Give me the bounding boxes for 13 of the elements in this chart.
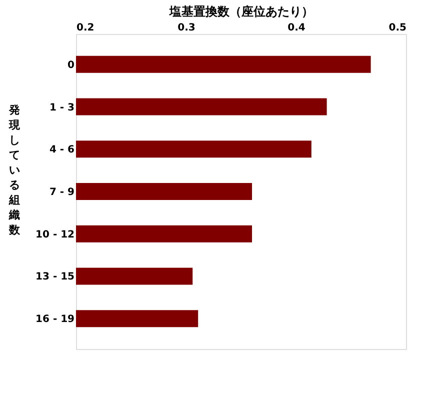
y-tick-label: 0 [68,60,75,71]
y-tick-label: 7 - 9 [49,187,75,198]
x-tick-label: 0.3 [178,22,196,34]
y-tick-label: 1 - 3 [49,102,75,114]
y-tick-label: 4 - 6 [49,144,75,156]
y-tick-label: 16 - 19 [36,314,75,326]
y-tick-label: 13 - 15 [36,272,75,283]
x-tick-label: 0.5 [388,22,407,34]
x-tick-label: 0.4 [288,22,306,34]
y-tick-label: 10 - 12 [36,229,75,240]
x-axis-title: 塩基置換数（座位あたり） [168,4,314,18]
text: 発現している組織数 [9,104,20,236]
x-tick-label: 0.2 [76,22,94,34]
